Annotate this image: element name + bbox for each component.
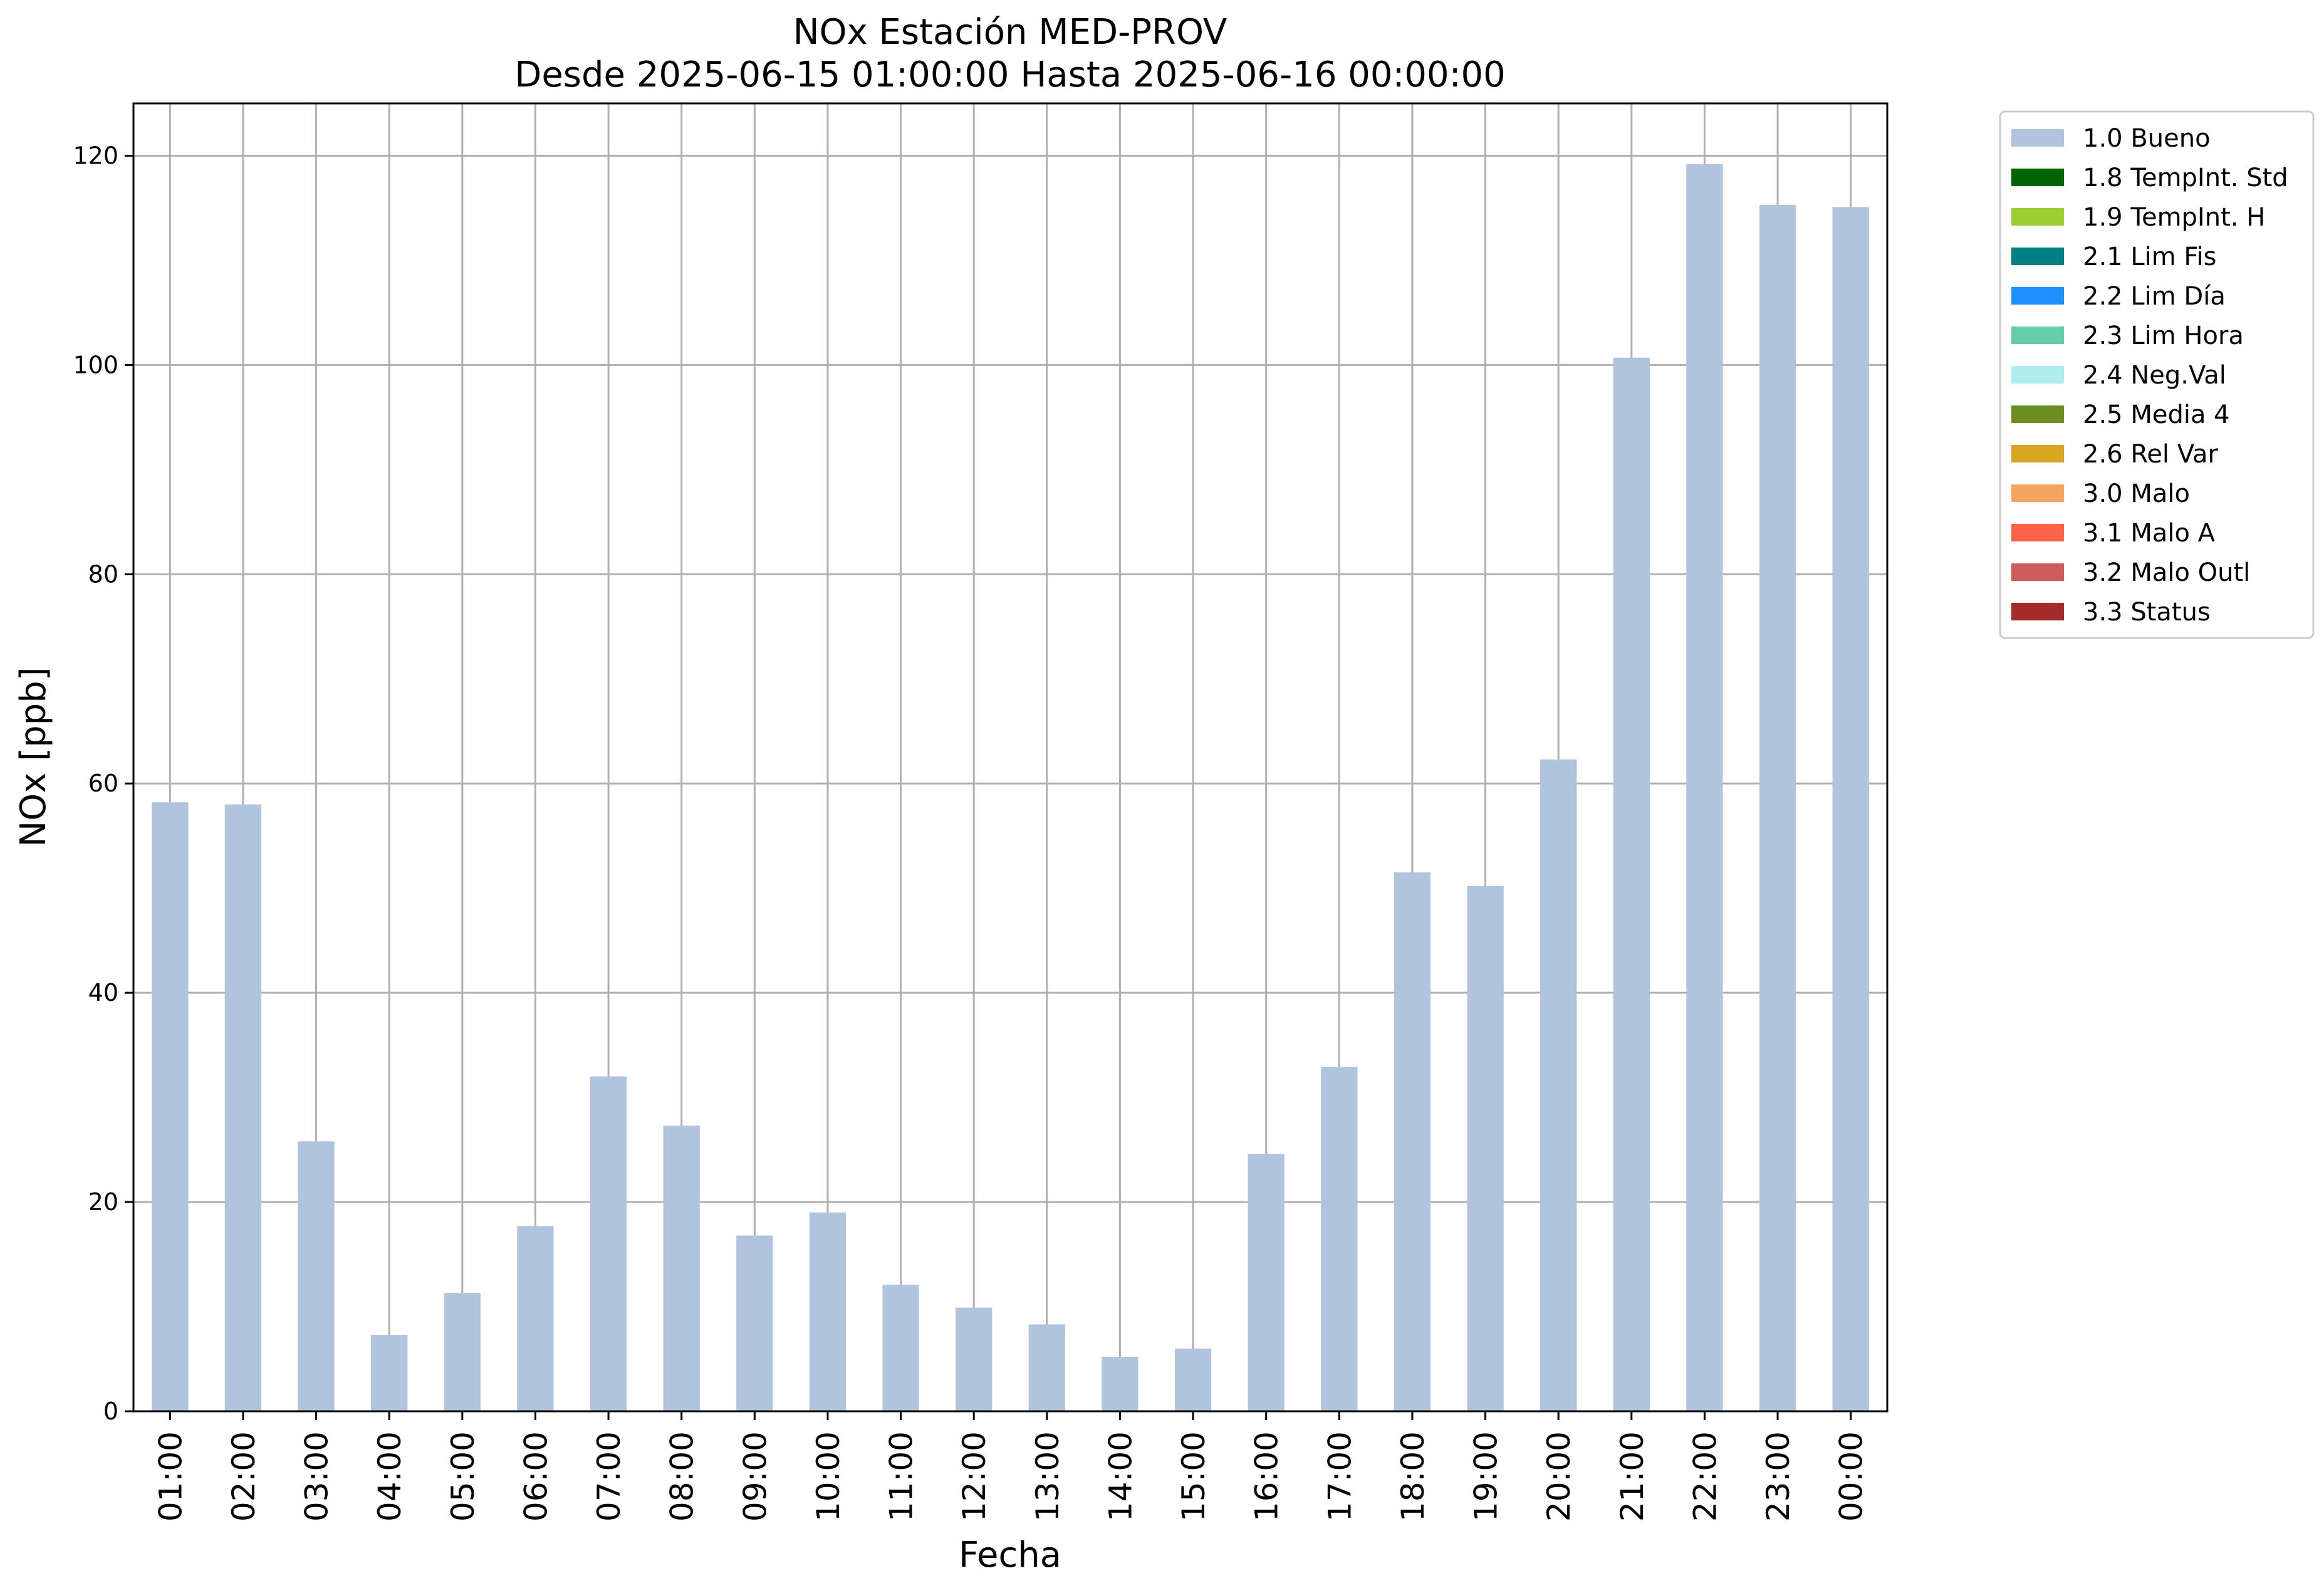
legend-label: 3.2 Malo Outl bbox=[2083, 558, 2250, 587]
y-axis-label: NOx [ppb] bbox=[13, 667, 54, 847]
bar-0900 bbox=[736, 1235, 773, 1411]
bar-2000 bbox=[1540, 759, 1577, 1411]
legend-swatch bbox=[2011, 326, 2064, 344]
chart-subtitle: Desde 2025-06-15 01:00:00 Hasta 2025-06-… bbox=[514, 55, 1506, 95]
x-tick-label: 08:00 bbox=[664, 1431, 701, 1522]
x-tick-label: 05:00 bbox=[445, 1431, 481, 1522]
legend-label: 2.4 Neg.Val bbox=[2083, 361, 2226, 390]
x-tick-label: 11:00 bbox=[883, 1431, 920, 1522]
bars bbox=[152, 164, 1869, 1412]
x-axis-label: Fecha bbox=[959, 1535, 1061, 1575]
bar-0400 bbox=[371, 1335, 408, 1411]
legend-frame bbox=[1999, 110, 2315, 639]
x-tick-label: 13:00 bbox=[1029, 1431, 1066, 1522]
bar-0000 bbox=[1832, 207, 1869, 1411]
bar-2300 bbox=[1759, 204, 1796, 1412]
legend-label: 2.5 Media 4 bbox=[2083, 400, 2230, 429]
bar-1500 bbox=[1174, 1348, 1212, 1411]
x-tick-label: 02:00 bbox=[226, 1431, 262, 1522]
y-tick-label: 0 bbox=[103, 1397, 118, 1425]
legend-swatch bbox=[2011, 603, 2064, 620]
y-tick-label: 60 bbox=[88, 770, 118, 797]
bar-0800 bbox=[663, 1126, 700, 1411]
legend-swatch bbox=[2011, 129, 2064, 147]
x-tick-label: 09:00 bbox=[737, 1431, 773, 1522]
legend-swatch bbox=[2011, 208, 2064, 226]
x-tick-label: 14:00 bbox=[1102, 1431, 1139, 1522]
bar-1000 bbox=[809, 1212, 847, 1411]
bar-1700 bbox=[1321, 1067, 1358, 1411]
legend-swatch bbox=[2011, 287, 2064, 305]
x-tick-label: 18:00 bbox=[1395, 1431, 1431, 1522]
legend-label: 2.2 Lim Día bbox=[2083, 282, 2226, 311]
x-tick-label: 22:00 bbox=[1687, 1431, 1723, 1522]
plot-frame bbox=[132, 102, 1889, 1413]
legend-label: 2.1 Lim Fis bbox=[2083, 243, 2216, 271]
legend-swatch bbox=[2011, 405, 2064, 423]
y-tick-label: 20 bbox=[88, 1188, 118, 1216]
bar-1200 bbox=[956, 1307, 993, 1411]
bar-2100 bbox=[1613, 357, 1650, 1411]
x-tick-label: 23:00 bbox=[1760, 1431, 1796, 1522]
legend-swatch bbox=[2011, 248, 2064, 265]
x-tick-label: 19:00 bbox=[1468, 1431, 1504, 1522]
legend: 1.0 Bueno 1.8 TempInt. Std 1.9 TempInt. H 2… bbox=[1999, 110, 2315, 639]
x-tick-label: 03:00 bbox=[299, 1431, 335, 1522]
legend-swatch bbox=[2011, 169, 2064, 186]
bar-0700 bbox=[590, 1076, 627, 1411]
legend-label: 1.8 TempInt. Std bbox=[2083, 164, 2288, 192]
legend-label: 2.3 Lim Hora bbox=[2083, 321, 2244, 350]
x-tick-label: 17:00 bbox=[1321, 1431, 1358, 1522]
bar-2200 bbox=[1686, 164, 1723, 1411]
x-tick-label: 01:00 bbox=[152, 1431, 189, 1522]
bar-0500 bbox=[444, 1293, 481, 1411]
y-tick-label: 40 bbox=[88, 979, 118, 1006]
bar-1900 bbox=[1467, 885, 1504, 1411]
x-tick-label: 15:00 bbox=[1175, 1431, 1212, 1522]
x-tick-label: 20:00 bbox=[1541, 1431, 1577, 1522]
x-tick-label: 07:00 bbox=[591, 1431, 627, 1522]
bar-1600 bbox=[1248, 1154, 1284, 1411]
y-tick-label: 80 bbox=[88, 560, 118, 588]
legend-swatch bbox=[2011, 484, 2064, 502]
bar-0200 bbox=[224, 804, 262, 1411]
chart-title: NOx Estación MED-PROV bbox=[793, 12, 1227, 53]
x-tick-label: 00:00 bbox=[1833, 1431, 1870, 1522]
legend-label: 1.9 TempInt. H bbox=[2083, 203, 2265, 232]
x-axis-ticks: 01:00 02:00 03:00 04:00 05:00 06:00 07:00 08:00… bbox=[152, 1411, 1870, 1522]
legend-label: 3.1 Malo A bbox=[2083, 519, 2216, 548]
legend-label: 1.0 Bueno bbox=[2083, 124, 2211, 153]
x-tick-label: 06:00 bbox=[518, 1431, 554, 1522]
y-tick-label: 120 bbox=[73, 142, 118, 169]
legend-swatch bbox=[2011, 366, 2064, 384]
bar-1400 bbox=[1102, 1357, 1139, 1411]
x-tick-label: 16:00 bbox=[1249, 1431, 1285, 1522]
legend-swatch bbox=[2011, 445, 2064, 462]
bar-0100 bbox=[152, 802, 189, 1411]
x-tick-label: 12:00 bbox=[956, 1431, 993, 1522]
x-tick-label: 04:00 bbox=[372, 1431, 408, 1522]
bar-1300 bbox=[1028, 1324, 1065, 1411]
bar-1100 bbox=[882, 1284, 919, 1411]
x-tick-label: 10:00 bbox=[810, 1431, 847, 1522]
bar-1800 bbox=[1394, 872, 1431, 1411]
legend-label: 2.6 Rel Var bbox=[2083, 440, 2219, 469]
legend-label: 3.0 Malo bbox=[2083, 479, 2190, 508]
y-tick-label: 100 bbox=[73, 351, 118, 379]
bar-0300 bbox=[298, 1141, 335, 1411]
legend-swatch bbox=[2011, 563, 2064, 581]
bar-0600 bbox=[517, 1226, 554, 1411]
y-axis-ticks: 0 20 40 60 80 100 120 bbox=[73, 142, 133, 1425]
x-tick-label: 21:00 bbox=[1614, 1431, 1650, 1522]
legend-swatch bbox=[2011, 524, 2064, 541]
legend-label: 3.3 Status bbox=[2083, 598, 2211, 627]
